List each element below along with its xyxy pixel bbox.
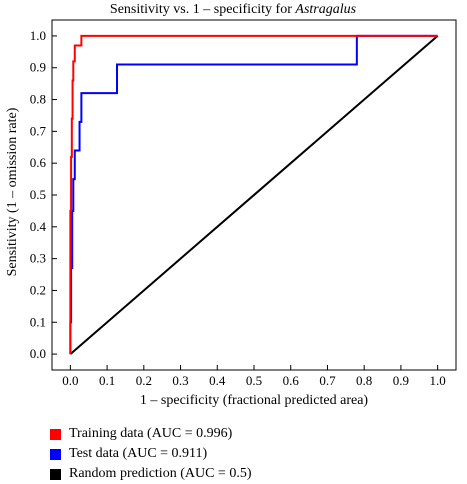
random-prediction-line (69, 35, 439, 355)
x-tick-label: 0.4 (209, 373, 226, 388)
legend-swatch-training (50, 428, 61, 440)
legend-label-random: Random prediction (AUC = 0.5) (69, 466, 252, 481)
y-tick-label: 0.0 (30, 346, 46, 361)
legend-item-test: Test data (AUC = 0.911) (50, 444, 251, 464)
y-axis: 0.0 0.1 0.2 0.3 0.4 0.5 0.6 0.7 0.8 0.9 1.0 (30, 28, 57, 361)
y-tick-label: 0.9 (30, 60, 46, 75)
x-tick-label: 0.7 (319, 373, 336, 388)
legend-item-training: Training data (AUC = 0.996) (50, 424, 251, 444)
y-tick-label: 0.3 (30, 251, 46, 266)
x-axis: 0.0 0.1 0.2 0.3 0.4 0.5 0.6 0.7 0.8 0.9 1.0 (62, 365, 446, 388)
chart-title-text: Sensitivity vs. 1 – specificity for (110, 2, 295, 17)
legend-label-test: Test data (AUC = 0.911) (69, 446, 208, 461)
y-tick-label: 0.7 (30, 123, 47, 138)
x-tick-label: 1.0 (430, 373, 446, 388)
x-axis-title: 1 – specificity (fractional predicted ar… (140, 393, 368, 408)
y-tick-label: 0.4 (30, 219, 47, 234)
training-data-line (69, 34, 438, 355)
y-tick-label: 0.8 (30, 92, 46, 107)
x-tick-label: 0.3 (172, 373, 188, 388)
chart-title-italic: Astragalus (294, 2, 356, 17)
y-tick-label: 1.0 (30, 28, 46, 43)
series-layer (69, 34, 439, 355)
x-tick-label: 0.2 (136, 373, 152, 388)
x-tick-label: 0.9 (393, 373, 409, 388)
x-tick-label: 0.1 (99, 373, 115, 388)
legend-label-training: Training data (AUC = 0.996) (69, 426, 233, 441)
y-tick-label: 0.5 (30, 187, 46, 202)
y-tick-label: 0.1 (30, 314, 46, 329)
x-tick-label: 0.0 (62, 373, 78, 388)
x-tick-label: 0.6 (283, 373, 300, 388)
legend-item-random: Random prediction (AUC = 0.5) (50, 464, 251, 484)
legend-swatch-random (50, 468, 61, 480)
x-tick-label: 0.5 (246, 373, 262, 388)
legend: Training data (AUC = 0.996) Test data (A… (50, 424, 251, 484)
chart-title: Sensitivity vs. 1 – specificity for Astr… (110, 2, 357, 17)
legend-swatch-test (50, 448, 61, 460)
y-axis-title: Sensitivity (1 – omission rate) (5, 107, 20, 276)
y-tick-label: 0.6 (30, 155, 47, 170)
y-tick-label: 0.2 (30, 282, 46, 297)
x-tick-label: 0.8 (356, 373, 372, 388)
